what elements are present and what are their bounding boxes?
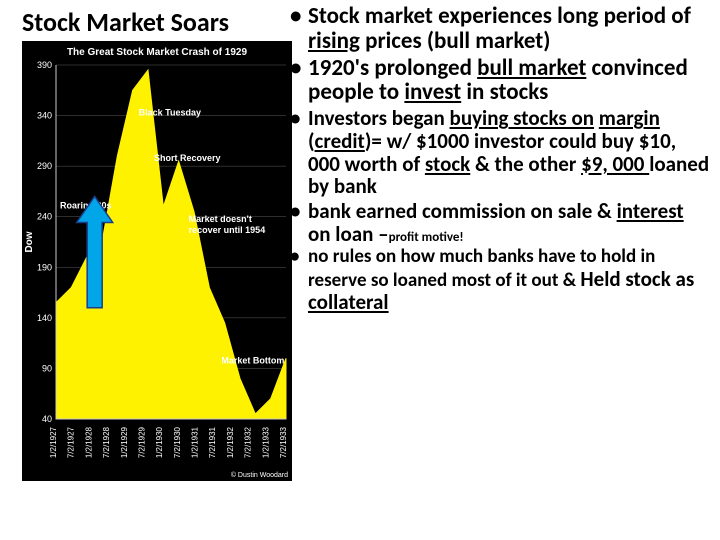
svg-text:140: 140 — [37, 312, 52, 322]
svg-text:1/2/1932: 1/2/1932 — [226, 426, 235, 458]
svg-text:1/2/1933: 1/2/1933 — [261, 426, 270, 458]
bullet-3: Investors began buying stocks on margin … — [290, 107, 710, 198]
svg-text:1/2/1927: 1/2/1927 — [49, 426, 58, 458]
svg-text:Short Recovery: Short Recovery — [154, 153, 221, 163]
svg-text:390: 390 — [37, 60, 52, 70]
svg-text:Dow: Dow — [24, 231, 35, 252]
svg-text:7/2/1931: 7/2/1931 — [208, 426, 217, 458]
svg-text:190: 190 — [37, 262, 52, 272]
svg-text:7/2/1930: 7/2/1930 — [173, 426, 182, 458]
bullet-list: Stock market experiences long period of … — [290, 4, 710, 315]
slide: Stock Market Soars The Great Stock Marke… — [0, 0, 720, 540]
svg-text:40: 40 — [42, 414, 52, 424]
svg-text:340: 340 — [37, 110, 52, 120]
svg-text:290: 290 — [37, 161, 52, 171]
svg-text:7/2/1927: 7/2/1927 — [67, 426, 76, 458]
svg-text:7/2/1929: 7/2/1929 — [137, 426, 146, 458]
svg-text:240: 240 — [37, 211, 52, 221]
chart-svg: The Great Stock Market Crash of 1929 40 90… — [22, 41, 292, 481]
left-column: Stock Market Soars The Great Stock Marke… — [0, 0, 290, 540]
stock-chart: The Great Stock Market Crash of 1929 40 90… — [22, 41, 292, 481]
svg-text:1/2/1928: 1/2/1928 — [84, 426, 93, 458]
slide-title: Stock Market Soars — [22, 8, 286, 37]
svg-text:1/2/1929: 1/2/1929 — [120, 426, 129, 458]
bullet-4: bank earned commission on sale & interes… — [290, 200, 710, 245]
svg-text:Market Bottom: Market Bottom — [221, 355, 284, 365]
svg-text:7/2/1932: 7/2/1932 — [244, 426, 253, 458]
right-column: Stock market experiences long period of … — [290, 0, 720, 540]
svg-text:recover until 1954: recover until 1954 — [189, 224, 266, 234]
svg-text:1/2/1930: 1/2/1930 — [155, 426, 164, 458]
svg-text:Black Tuesday: Black Tuesday — [139, 107, 201, 117]
svg-text:Market doesn't: Market doesn't — [189, 213, 252, 223]
svg-text:7/2/1933: 7/2/1933 — [279, 426, 288, 458]
svg-text:7/2/1928: 7/2/1928 — [102, 426, 111, 458]
svg-text:90: 90 — [42, 363, 52, 373]
bullet-1: Stock market experiences long period of … — [290, 4, 710, 54]
bullet-4-tail: profit motive! — [389, 230, 464, 245]
svg-text:© Dustin Woodard: © Dustin Woodard — [231, 471, 288, 479]
svg-text:1/2/1931: 1/2/1931 — [191, 426, 200, 458]
bullet-2: 1920's prolonged bull market convinced p… — [290, 56, 710, 106]
svg-text:The Great Stock Market Crash o: The Great Stock Market Crash of 1929 — [67, 47, 248, 58]
bullet-5: no rules on how much banks have to hold … — [290, 247, 710, 315]
